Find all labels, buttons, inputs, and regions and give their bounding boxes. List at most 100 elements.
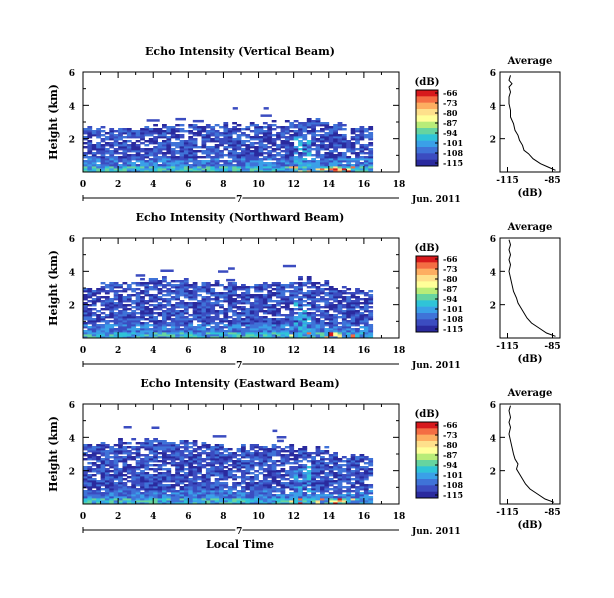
heatmap-cell: [271, 472, 277, 475]
heatmap-cell: [197, 484, 202, 487]
heatmap-cell: [197, 324, 202, 327]
heatmap-cell: [254, 146, 259, 149]
heatmap-cell: [162, 136, 167, 139]
heatmap-cell: [113, 482, 119, 485]
heatmap-cell: [311, 330, 316, 333]
heatmap-cell: [83, 288, 88, 291]
heatmap-cell: [328, 458, 334, 461]
heatmap-cell: [258, 308, 264, 311]
heatmap-cell: [236, 286, 242, 289]
heatmap-cell: [293, 458, 299, 461]
heatmap-cell: [293, 316, 299, 319]
heatmap-cell: [337, 326, 343, 329]
heatmap-cell: [214, 322, 220, 325]
heatmap-cell: [104, 132, 110, 135]
heatmap-cell: [284, 308, 290, 311]
heatmap-cell: [289, 314, 295, 317]
heatmap-cell: [118, 448, 123, 451]
heatmap-cell: [254, 330, 259, 333]
heatmap-cell: [197, 478, 202, 481]
heatmap-cell: [122, 312, 128, 315]
heatmap-cell: [153, 150, 158, 153]
panel-title: Echo Intensity (Eastward Beam): [140, 377, 339, 390]
heatmap-cell: [91, 148, 97, 151]
heatmap-cell: [157, 304, 163, 307]
heatmap-cell: [346, 466, 352, 469]
heatmap-cell: [306, 120, 312, 123]
heatmap-cell: [104, 138, 110, 141]
heatmap-cell: [271, 308, 277, 311]
heatmap-cell: [188, 144, 194, 147]
heatmap-cell: [175, 290, 180, 293]
heatmap-cell: [83, 318, 88, 321]
y-axis-label: Height (km): [47, 250, 60, 326]
heatmap-cell: [355, 478, 360, 481]
heatmap-cell: [258, 136, 264, 139]
heatmap-cell: [144, 126, 150, 129]
heatmap-cell: [298, 474, 303, 477]
avg-x-tick-label: -85: [544, 342, 560, 352]
heatmap-cell: [258, 448, 264, 451]
heatmap-cell: [302, 484, 308, 487]
heatmap-cell: [170, 332, 176, 335]
heatmap-cell: [170, 154, 176, 157]
colorbar-swatch: [416, 275, 438, 282]
heatmap-cell: [280, 322, 286, 325]
heatmap-cell: [328, 314, 334, 317]
heatmap-cell: [227, 136, 233, 139]
heatmap-cell: [324, 322, 330, 325]
heatmap-cell: [83, 334, 88, 337]
heatmap-cell: [341, 290, 347, 293]
heatmap-cell: [241, 152, 246, 155]
heatmap-cell: [363, 328, 369, 331]
heatmap-cell: [267, 168, 273, 171]
heatmap-cell: [258, 288, 264, 291]
heatmap-cell: [140, 478, 145, 481]
heatmap-cell: [258, 458, 264, 461]
heatmap-cell: [175, 476, 180, 479]
heatmap-cell: [271, 460, 277, 463]
heatmap-cell: [254, 286, 259, 289]
heatmap-cell: [205, 146, 211, 149]
heatmap-cell: [162, 320, 167, 323]
heatmap-cell: [289, 138, 295, 141]
heatmap-cell: [175, 500, 180, 503]
heatmap-cell: [262, 458, 268, 461]
heatmap-cell: [122, 334, 128, 337]
heatmap-cell: [219, 320, 224, 323]
heatmap-cell: [284, 502, 290, 504]
heatmap-cell: [232, 502, 237, 504]
heatmap-cell: [148, 132, 154, 135]
heatmap-cell: [201, 134, 207, 137]
heatmap-cell: [363, 502, 369, 504]
heatmap-cell: [175, 316, 180, 319]
heatmap-cell: [104, 468, 110, 471]
heatmap-cell: [87, 490, 93, 493]
heatmap-cell: [298, 312, 303, 315]
heatmap-cell: [249, 458, 255, 461]
heatmap-cell: [280, 136, 286, 139]
heatmap-cell: [324, 462, 330, 465]
heatmap-cell: [258, 126, 264, 129]
heatmap-cell: [192, 164, 198, 167]
heatmap-cell: [126, 498, 132, 501]
heatmap-cell: [83, 446, 88, 449]
heatmap-cell: [306, 132, 312, 135]
heatmap-cell: [249, 152, 255, 155]
heatmap-cell: [153, 286, 158, 289]
heatmap-cell: [355, 502, 360, 504]
heatmap-cell: [166, 148, 172, 151]
heatmap-cell: [175, 288, 180, 291]
heatmap-cell: [131, 170, 137, 172]
heatmap-cell: [363, 168, 369, 171]
heatmap-cell: [144, 132, 150, 135]
heatmap-cell: [346, 302, 352, 305]
heatmap-cell: [157, 482, 163, 485]
heatmap-cell: [183, 486, 189, 489]
heatmap-cell: [359, 132, 365, 135]
heatmap-cell: [368, 156, 374, 159]
heatmap-cell: [91, 294, 97, 297]
heatmap-cell: [280, 142, 286, 145]
heatmap-cell: [236, 450, 242, 453]
heatmap-cell: [192, 490, 198, 493]
